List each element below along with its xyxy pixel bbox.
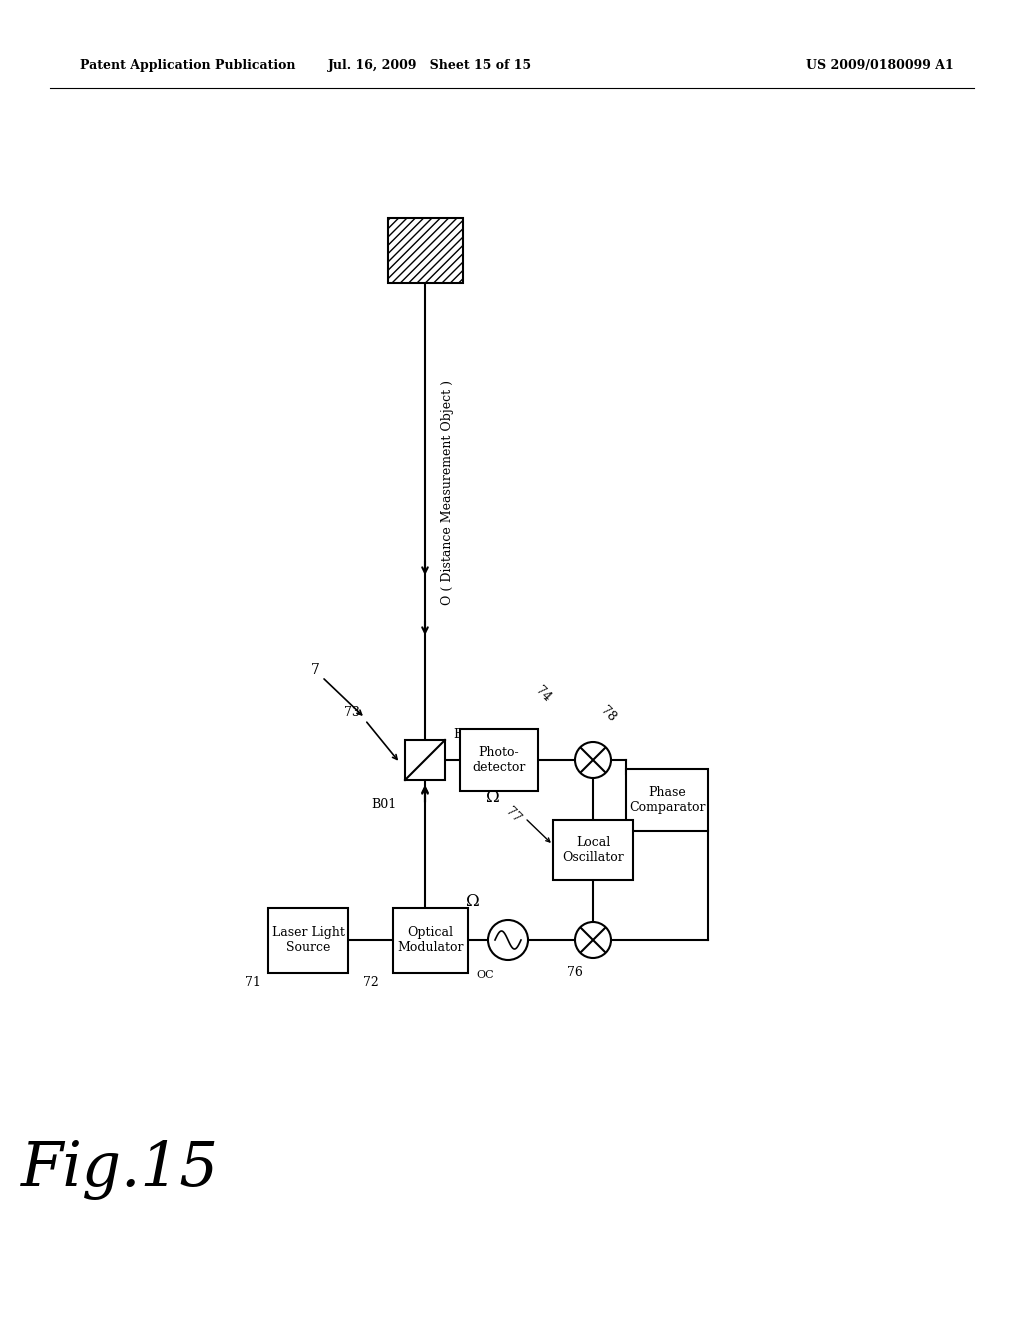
Text: B11: B11 [453,729,478,742]
Text: Patent Application Publication: Patent Application Publication [80,58,296,71]
Bar [460,729,538,791]
Bar [406,741,445,780]
Text: OC: OC [476,970,494,979]
Text: 71: 71 [245,975,261,989]
Circle shape [575,921,611,958]
Text: Laser Light
Source: Laser Light Source [271,927,344,954]
Text: Ω: Ω [486,789,500,807]
Circle shape [488,920,528,960]
Text: Fig.15: Fig.15 [20,1140,219,1200]
Bar [393,908,468,973]
Text: 76: 76 [567,965,583,978]
Text: 78: 78 [598,704,618,725]
Bar [626,770,708,832]
Text: 74: 74 [534,684,553,704]
Text: Phase
Comparator: Phase Comparator [629,785,706,814]
Text: Local
Oscillator: Local Oscillator [562,836,624,865]
Text: 7: 7 [310,663,319,677]
Text: US 2009/0180099 A1: US 2009/0180099 A1 [806,58,954,71]
Text: B01: B01 [372,799,397,812]
Bar [387,218,463,282]
Text: 73: 73 [344,705,360,718]
Text: 72: 72 [364,975,379,989]
Bar [553,820,633,880]
Bar [268,908,348,973]
Text: Jul. 16, 2009   Sheet 15 of 15: Jul. 16, 2009 Sheet 15 of 15 [328,58,532,71]
Text: 77: 77 [503,805,523,825]
Text: O ( Distance Measurement Object ): O ( Distance Measurement Object ) [440,380,454,605]
Circle shape [575,742,611,777]
Text: Ω: Ω [466,894,480,911]
Text: Optical
Modulator: Optical Modulator [397,927,464,954]
Text: Photo-
detector: Photo- detector [472,746,525,774]
